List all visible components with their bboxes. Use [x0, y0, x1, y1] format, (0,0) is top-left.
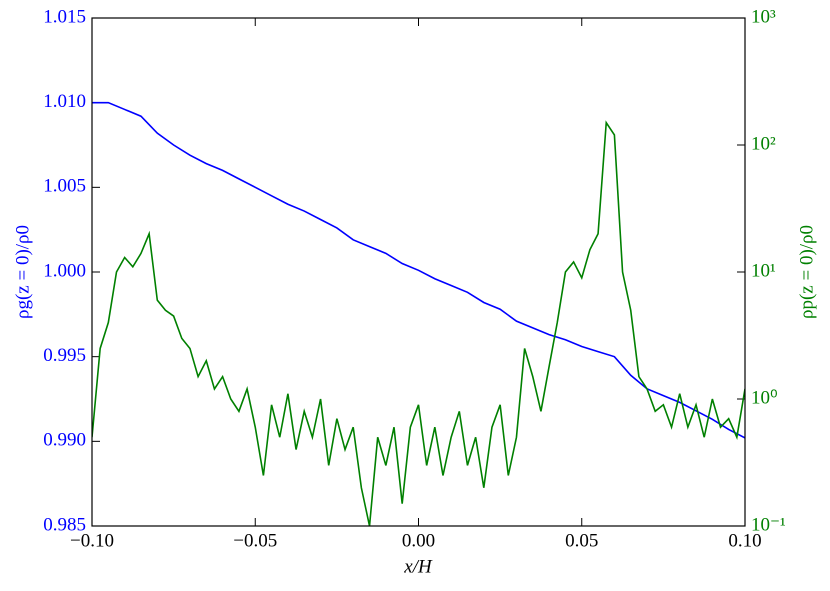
- y2-tick-label: 10⁰: [751, 387, 778, 408]
- x-tick-label: 0.05: [565, 530, 598, 551]
- y-tick-label: 1.015: [43, 6, 86, 27]
- y-tick-label: 1.000: [43, 260, 86, 281]
- x-tick-label: 0.10: [728, 530, 761, 551]
- y2-tick-label: 10³: [751, 6, 776, 27]
- y-tick-label: 0.995: [43, 345, 86, 366]
- y-tick-label: 0.985: [43, 514, 86, 535]
- y-tick-label: 1.010: [43, 91, 86, 112]
- x-tick-label: 0.00: [402, 530, 435, 551]
- plot-frame: [91, 17, 746, 527]
- y2-tick-label: 10²: [751, 133, 776, 154]
- y2-axis-label: ρp(z = 0)/ρ0: [796, 225, 817, 319]
- data-line: [92, 101, 745, 439]
- x-tick-label: −0.05: [233, 530, 277, 551]
- y2-tick-label: 10⁻¹: [751, 514, 786, 535]
- y2-tick-label: 10¹: [751, 260, 776, 281]
- y-tick-label: 1.005: [43, 176, 86, 197]
- y-axis-label: ρg(z = 0)/ρ0: [12, 225, 33, 319]
- y-tick-label: 0.990: [43, 430, 86, 451]
- data-line: [92, 120, 745, 526]
- x-tick-label: −0.10: [70, 530, 114, 551]
- x-axis-label: x/H: [403, 556, 433, 577]
